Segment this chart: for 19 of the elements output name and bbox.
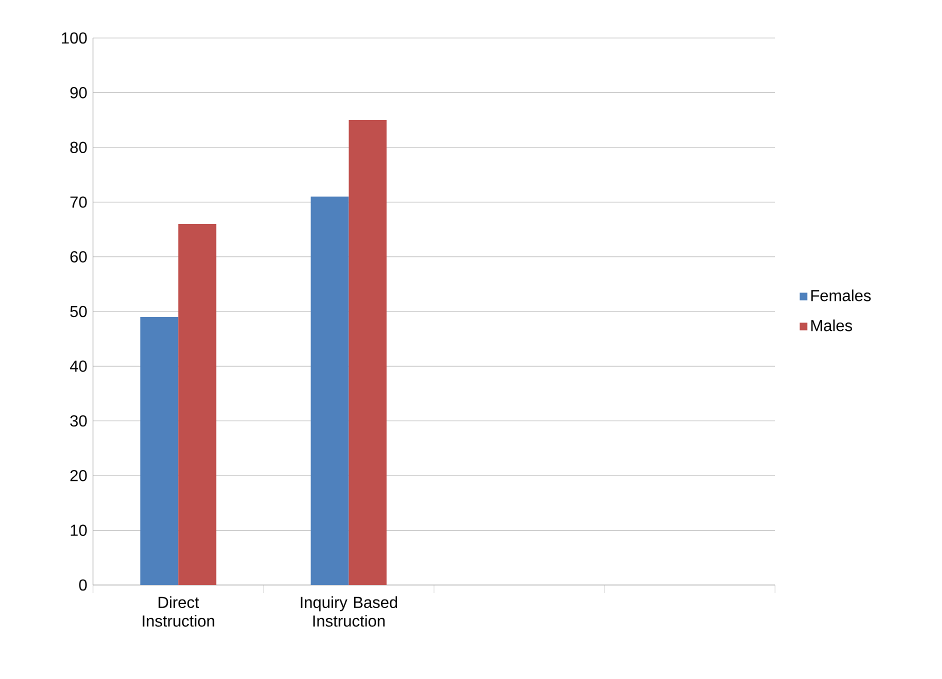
bar <box>310 196 349 585</box>
x-tick-label: Inquiry Based Instruction <box>300 596 398 627</box>
y-tick-label: 30 <box>70 415 87 427</box>
y-tick-label: 10 <box>70 524 87 536</box>
bar <box>140 316 178 585</box>
y-tick-label: 80 <box>70 142 87 154</box>
y-tick-label: 90 <box>70 87 87 98</box>
y-tick-label: 40 <box>70 360 87 372</box>
legend-label: Females <box>811 290 871 302</box>
bar <box>348 120 387 585</box>
x-tick-label: Direct Instruction <box>142 596 214 627</box>
bar <box>178 224 216 585</box>
y-tick-label: 0 <box>79 579 87 591</box>
y-tick-label: 100 <box>62 32 87 44</box>
legend-label: Males <box>811 320 852 332</box>
y-tick-label: 70 <box>70 196 87 208</box>
y-tick-label: 20 <box>70 470 87 482</box>
y-tick-label: 50 <box>70 306 87 318</box>
y-tick-label: 60 <box>70 251 87 262</box>
